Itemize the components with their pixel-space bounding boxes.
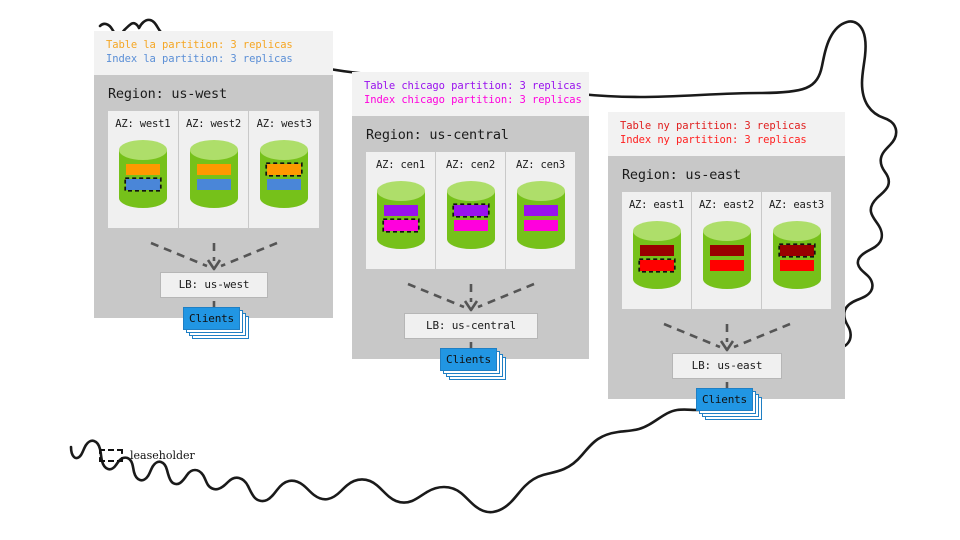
az-label-cen1: AZ: cen1 bbox=[376, 158, 425, 171]
database-cylinder-cen3[interactable] bbox=[514, 177, 568, 253]
region-title-us-west: Region: us-west bbox=[108, 85, 227, 102]
az-cell-west2[interactable]: AZ: west2 bbox=[179, 110, 250, 228]
az-cell-east1[interactable]: AZ: east1 bbox=[622, 191, 692, 309]
region-body-us-west: Region: us-west AZ: west1 bbox=[94, 74, 333, 339]
legend-label: leaseholder bbox=[130, 449, 195, 462]
az-label-east2: AZ: east2 bbox=[698, 198, 755, 211]
region-title-us-east: Region: us-east bbox=[622, 166, 741, 183]
az-label-cen3: AZ: cen3 bbox=[516, 158, 565, 171]
az-cell-east2[interactable]: AZ: east2 bbox=[692, 191, 762, 309]
az-label-cen2: AZ: cen2 bbox=[446, 158, 495, 171]
az-cell-cen1[interactable]: AZ: cen1 bbox=[366, 151, 436, 269]
partition-header-us-central: Table chicago partition: 3 replicas Inde… bbox=[352, 72, 589, 116]
load-balancer-us-west[interactable]: LB: us-west bbox=[160, 271, 268, 298]
legend: leaseholder bbox=[99, 449, 195, 462]
clients-node-us-central[interactable]: Clients bbox=[440, 347, 506, 380]
partition-line-index: Index la partition: 3 replicas bbox=[106, 53, 293, 66]
database-cylinder-east2[interactable] bbox=[700, 217, 754, 293]
partition-line-table: Table ny partition: 3 replicas bbox=[620, 120, 807, 132]
clients-label-us-east[interactable]: Clients bbox=[696, 387, 753, 411]
az-label-east3: AZ: east3 bbox=[768, 198, 825, 211]
region-panel-us-west: Table la partition: 3 replicas Index la … bbox=[94, 31, 333, 339]
az-label-west1: AZ: west1 bbox=[115, 117, 171, 130]
region-title-us-central: Region: us-central bbox=[366, 126, 509, 143]
clients-node-us-east[interactable]: Clients bbox=[696, 387, 762, 420]
database-cylinder-west3[interactable] bbox=[257, 136, 311, 212]
az-label-west3: AZ: west3 bbox=[256, 117, 312, 130]
clients-label-us-west[interactable]: Clients bbox=[183, 306, 240, 330]
database-cylinder-east3[interactable] bbox=[770, 217, 824, 293]
region-panel-us-east: Table ny partition: 3 replicas Index ny … bbox=[608, 112, 845, 420]
database-cylinder-west1[interactable] bbox=[116, 136, 170, 212]
database-cylinder-west2[interactable] bbox=[187, 136, 241, 212]
load-balancer-us-east[interactable]: LB: us-east bbox=[672, 352, 782, 379]
region-panel-us-central: Table chicago partition: 3 replicas Inde… bbox=[352, 72, 589, 380]
database-cylinder-east1[interactable] bbox=[630, 217, 684, 293]
partition-header-us-east: Table ny partition: 3 replicas Index ny … bbox=[608, 112, 845, 156]
az-cell-east3[interactable]: AZ: east3 bbox=[762, 192, 831, 309]
az-cell-cen2[interactable]: AZ: cen2 bbox=[436, 151, 506, 269]
partition-line-table: Table chicago partition: 3 replicas bbox=[364, 80, 582, 92]
region-body-us-central: Region: us-central AZ: cen1 bbox=[352, 115, 589, 380]
az-label-west2: AZ: west2 bbox=[185, 117, 242, 130]
partition-header-us-west: Table la partition: 3 replicas Index la … bbox=[94, 31, 333, 75]
clients-node-us-west[interactable]: Clients bbox=[183, 306, 249, 339]
az-strip-us-east: AZ: east1 AZ: east2 bbox=[622, 191, 831, 309]
clients-label-us-central[interactable]: Clients bbox=[440, 347, 497, 371]
az-label-east1: AZ: east1 bbox=[628, 198, 685, 211]
partition-line-index: Index ny partition: 3 replicas bbox=[620, 134, 807, 147]
database-cylinder-cen1[interactable] bbox=[374, 177, 428, 253]
load-balancer-us-central[interactable]: LB: us-central bbox=[404, 312, 538, 339]
region-body-us-east: Region: us-east AZ: east1 bbox=[608, 155, 845, 420]
az-cell-cen3[interactable]: AZ: cen3 bbox=[506, 152, 575, 269]
database-cylinder-cen2[interactable] bbox=[444, 177, 498, 253]
az-strip-us-west: AZ: west1 AZ: west2 bbox=[108, 110, 319, 228]
partition-line-table: Table la partition: 3 replicas bbox=[106, 39, 293, 51]
az-cell-west1[interactable]: AZ: west1 bbox=[108, 110, 179, 228]
partition-line-index: Index chicago partition: 3 replicas bbox=[364, 94, 582, 107]
dashed-rect-icon bbox=[99, 449, 123, 462]
az-strip-us-central: AZ: cen1 AZ: cen2 bbox=[366, 151, 575, 269]
az-cell-west3[interactable]: AZ: west3 bbox=[249, 111, 319, 228]
